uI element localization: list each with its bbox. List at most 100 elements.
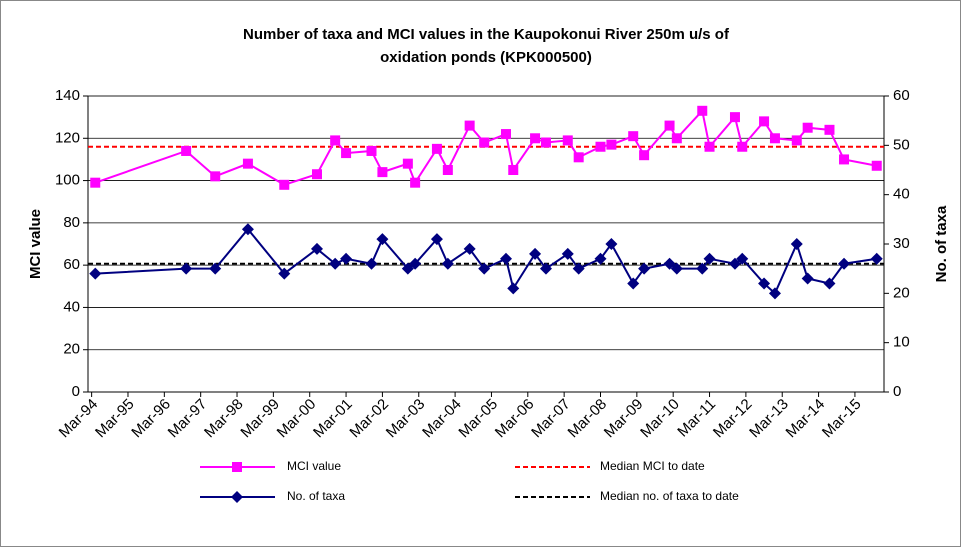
- marker: [572, 262, 585, 275]
- marker: [696, 262, 709, 275]
- marker: [769, 133, 780, 144]
- y2-tick-label: 20: [893, 284, 910, 301]
- y2-tick-label: 0: [893, 383, 901, 400]
- legend-marker: [231, 491, 243, 503]
- marker: [638, 262, 651, 275]
- marker: [310, 242, 323, 255]
- marker: [464, 120, 475, 131]
- marker: [671, 133, 682, 144]
- marker: [410, 177, 421, 188]
- marker: [330, 135, 341, 146]
- marker: [728, 257, 741, 270]
- marker: [366, 145, 377, 156]
- marker: [870, 252, 883, 265]
- marker: [670, 262, 683, 275]
- chart-title: Number of taxa and MCI values in the Kau…: [243, 26, 730, 43]
- legend-label: MCI value: [287, 459, 341, 473]
- marker: [823, 277, 836, 290]
- y-tick-label: 0: [72, 383, 80, 400]
- marker: [463, 242, 476, 255]
- marker: [340, 252, 353, 265]
- marker: [311, 169, 322, 180]
- y2-tick-label: 30: [893, 235, 910, 252]
- y-tick-label: 80: [63, 214, 80, 231]
- marker: [530, 133, 541, 144]
- marker: [573, 152, 584, 163]
- marker: [180, 262, 193, 275]
- marker: [703, 252, 716, 265]
- marker: [441, 257, 454, 270]
- marker: [181, 145, 192, 156]
- marker: [402, 158, 413, 169]
- marker: [241, 223, 254, 236]
- marker: [697, 105, 708, 116]
- marker: [595, 141, 606, 152]
- marker: [871, 160, 882, 171]
- marker: [561, 247, 574, 260]
- marker: [627, 277, 640, 290]
- marker: [639, 150, 650, 161]
- marker: [737, 141, 748, 152]
- marker: [430, 233, 443, 246]
- marker: [801, 272, 814, 285]
- legend-marker: [232, 462, 242, 472]
- marker: [341, 148, 352, 159]
- marker: [562, 135, 573, 146]
- marker: [377, 167, 388, 178]
- legend-label: Median no. of taxa to date: [600, 489, 739, 503]
- marker: [729, 112, 740, 123]
- marker: [89, 267, 102, 280]
- marker: [242, 158, 253, 169]
- marker: [540, 137, 551, 148]
- marker: [606, 139, 617, 150]
- marker: [499, 252, 512, 265]
- marker: [507, 282, 520, 295]
- marker: [802, 122, 813, 133]
- marker: [664, 120, 675, 131]
- legend-label: Median MCI to date: [600, 459, 705, 473]
- marker: [605, 238, 618, 250]
- y-tick-label: 60: [63, 256, 80, 273]
- marker: [768, 287, 781, 300]
- marker: [209, 262, 222, 275]
- marker: [529, 247, 542, 260]
- marker: [508, 165, 519, 175]
- y2-tick-label: 60: [893, 87, 910, 104]
- marker: [539, 262, 552, 275]
- marker: [500, 129, 511, 140]
- marker: [791, 135, 802, 146]
- marker: [365, 257, 378, 270]
- marker: [90, 177, 101, 188]
- y-axis-title: MCI value: [27, 209, 44, 279]
- marker: [594, 252, 607, 265]
- y-tick-label: 100: [55, 172, 80, 189]
- y2-axis-title: No. of taxa: [933, 205, 950, 282]
- y2-tick-label: 50: [893, 136, 910, 153]
- marker: [376, 233, 389, 246]
- marker: [663, 257, 676, 270]
- marker: [431, 143, 442, 154]
- y2-tick-label: 40: [893, 186, 910, 203]
- marker: [401, 262, 414, 275]
- marker: [839, 154, 850, 165]
- marker: [736, 252, 749, 265]
- marker: [478, 262, 491, 275]
- marker: [442, 165, 453, 175]
- marker: [824, 124, 835, 135]
- y-tick-label: 140: [55, 87, 80, 104]
- y-tick-label: 40: [63, 298, 80, 315]
- marker: [758, 277, 771, 290]
- marker: [479, 137, 490, 148]
- marker: [838, 257, 851, 270]
- marker: [790, 238, 803, 250]
- chart-title: oxidation ponds (KPK000500): [380, 49, 592, 66]
- marker: [759, 116, 770, 127]
- marker: [210, 171, 221, 182]
- y-tick-label: 120: [55, 129, 80, 146]
- y-tick-label: 20: [63, 341, 80, 358]
- marker: [409, 257, 422, 270]
- marker: [278, 267, 291, 280]
- marker: [704, 141, 715, 152]
- marker: [329, 257, 342, 270]
